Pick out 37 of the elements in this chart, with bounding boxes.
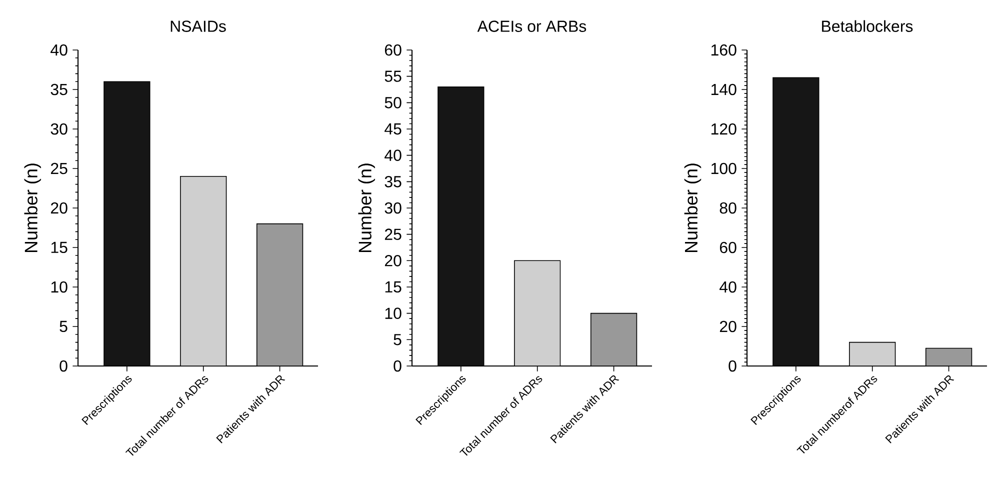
y-tick-label: 10 [385,308,402,319]
y-tick-label: 15 [51,242,68,254]
y-tick-label: 5 [394,334,402,346]
y-tick-label: 0 [60,360,68,372]
y-axis-title: Number (n) [358,164,376,252]
y-tick-label: 35 [50,84,68,96]
y-tick-label: 10 [51,281,68,293]
y-tick-label: 40 [50,44,68,56]
y-tick-label: 35 [384,176,402,188]
y-tick-label: 40 [384,150,402,161]
y-tick-label: 120 [711,123,736,135]
y-tick-label: 20 [720,320,736,332]
y-tick-label: 80 [720,202,736,214]
chart-title: Betablockers [822,20,913,32]
y-tick-label: 30 [50,123,68,135]
y-axis-title: Number (n) [684,164,702,252]
y-tick-label: 40 [720,281,736,293]
y-tick-label: 0 [728,360,736,372]
y-tick-label: 25 [50,162,68,174]
y-tick-label: 20 [50,202,68,214]
y-tick-label: 0 [394,360,402,372]
y-tick-label: 25 [384,228,402,240]
y-tick-label: 15 [385,281,402,293]
y-tick-label: 30 [384,202,402,214]
y-tick-label: 55 [384,70,402,82]
y-tick-label: 5 [60,320,68,332]
y-tick-label: 60 [384,44,402,56]
chart-title: NSAIDs [170,20,226,32]
y-tick-label: 50 [384,97,402,108]
y-tick-label: 160 [711,44,736,56]
y-axis-title: Number (n) [24,164,42,252]
y-tick-label: 45 [384,123,402,135]
chart-title: ACEIs or ARBs [477,20,586,32]
y-tick-label: 60 [720,242,736,254]
y-tick-label: 100 [711,162,736,174]
y-tick-label: 20 [384,255,402,266]
y-tick-label: 140 [711,84,736,96]
